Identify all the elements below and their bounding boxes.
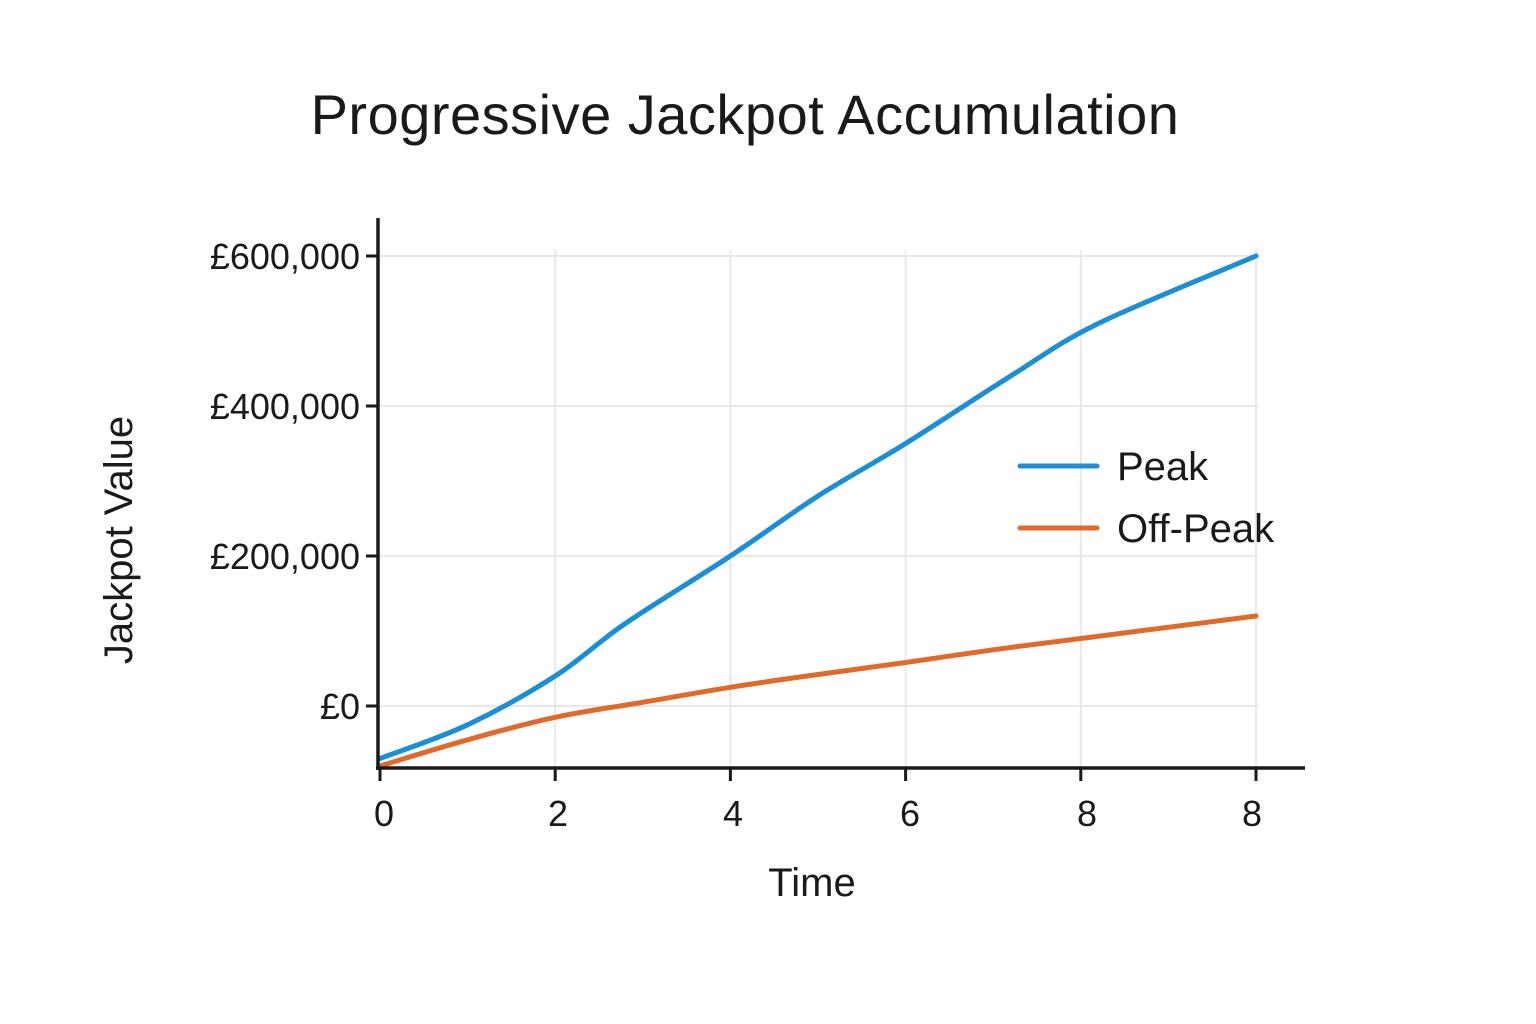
axes [376, 218, 1305, 770]
legend-label-peak: Peak [1117, 445, 1209, 489]
x-tick-label: 8 [1077, 793, 1097, 834]
series-line-off-peak [377, 613, 1259, 769]
chart-title: Progressive Jackpot Accumulation [310, 83, 1180, 146]
x-tick-label: 8 [1242, 793, 1262, 834]
y-axis-label: Jackpot Value [97, 416, 141, 664]
y-tick-label: £0 [320, 686, 360, 727]
y-tick-label: £600,000 [210, 236, 360, 277]
x-tick-label: 4 [723, 793, 743, 834]
x-tick-label: 2 [548, 793, 568, 834]
legend-label-off-peak: Off-Peak [1117, 507, 1275, 551]
y-tick-label: £200,000 [210, 536, 360, 577]
legend: Peak Off-Peak [1017, 445, 1275, 551]
x-tick-label: 6 [900, 793, 920, 834]
grid [378, 250, 1258, 768]
series-lines [377, 253, 1259, 769]
series-line-peak [377, 253, 1259, 761]
y-tick-label: £400,000 [210, 386, 360, 427]
x-axis-label: Time [768, 861, 855, 905]
ticks: £0 £200,000 £400,000 £600,000 0 2 4 6 8 8 [210, 236, 1262, 834]
x-tick-label: 0 [374, 793, 394, 834]
